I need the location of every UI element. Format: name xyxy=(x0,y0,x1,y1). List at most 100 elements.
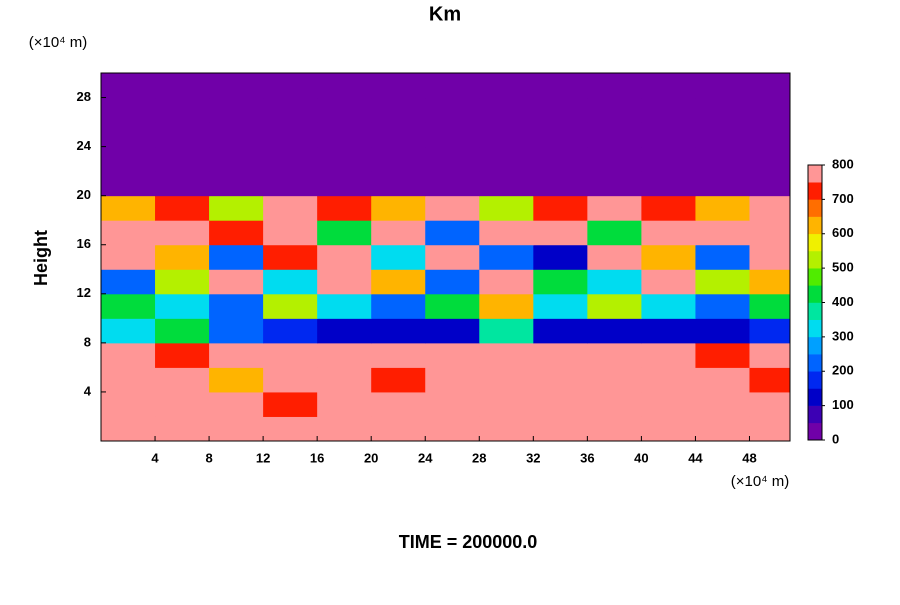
cell xyxy=(641,342,696,368)
cell xyxy=(371,391,426,417)
cell xyxy=(155,122,210,148)
x-tick-label: 28 xyxy=(472,450,486,465)
cell xyxy=(695,391,750,417)
cell xyxy=(695,171,750,197)
footer: TIME = 200000.0 xyxy=(399,532,538,552)
cell xyxy=(263,220,318,246)
chart-title: Km xyxy=(429,3,461,25)
cell xyxy=(425,73,480,99)
cell xyxy=(317,146,372,172)
cell xyxy=(587,97,642,123)
cell xyxy=(155,73,210,99)
cell xyxy=(425,146,480,172)
cell xyxy=(587,122,642,148)
cell xyxy=(479,244,534,270)
cell xyxy=(479,367,534,393)
colorbar-swatch xyxy=(808,371,822,389)
cell xyxy=(263,269,318,295)
cell xyxy=(317,318,372,344)
cell xyxy=(263,146,318,172)
cell xyxy=(695,73,750,99)
cell xyxy=(533,220,588,246)
cell xyxy=(587,293,642,319)
colorbar-swatch xyxy=(808,405,822,424)
cell xyxy=(371,220,426,246)
cell xyxy=(317,195,372,221)
cell xyxy=(695,97,750,123)
cell xyxy=(101,342,156,368)
cell xyxy=(479,342,534,368)
cell xyxy=(155,220,210,246)
cell xyxy=(479,318,534,344)
cell xyxy=(533,244,588,270)
cell xyxy=(749,171,791,197)
cell xyxy=(587,244,642,270)
cell xyxy=(533,416,588,442)
cell xyxy=(533,318,588,344)
colorbar-swatch xyxy=(808,182,822,200)
cell xyxy=(695,318,750,344)
y-tick-label: 20 xyxy=(77,187,91,202)
cell xyxy=(155,342,210,368)
cell xyxy=(209,391,264,417)
cell xyxy=(533,342,588,368)
cell xyxy=(371,342,426,368)
cell xyxy=(641,97,696,123)
cell xyxy=(371,73,426,99)
cell xyxy=(101,318,156,344)
cell xyxy=(371,122,426,148)
colorbar-swatch xyxy=(808,165,822,183)
cell xyxy=(479,416,534,442)
colorbar-swatch xyxy=(808,285,822,303)
cell xyxy=(749,367,791,393)
cell xyxy=(209,97,264,123)
cell xyxy=(425,171,480,197)
cell xyxy=(749,342,791,368)
cell xyxy=(587,318,642,344)
cell xyxy=(425,269,480,295)
cell xyxy=(371,269,426,295)
cell xyxy=(209,171,264,197)
cell xyxy=(209,122,264,148)
cell xyxy=(749,220,791,246)
cell xyxy=(371,416,426,442)
cell xyxy=(749,391,791,417)
cell xyxy=(101,171,156,197)
cell xyxy=(641,146,696,172)
cell xyxy=(587,342,642,368)
cell xyxy=(155,318,210,344)
cell xyxy=(587,269,642,295)
cell xyxy=(209,342,264,368)
colorbar-swatch xyxy=(808,233,822,252)
cell xyxy=(749,244,791,270)
cell xyxy=(263,244,318,270)
cell xyxy=(101,220,156,246)
cell xyxy=(641,195,696,221)
cell xyxy=(641,171,696,197)
y-unit: (×10⁴ m) xyxy=(29,34,88,51)
y-tick-label: 12 xyxy=(77,285,91,300)
y-tick-label: 16 xyxy=(77,236,91,251)
plot-frame xyxy=(100,72,791,442)
cell xyxy=(533,146,588,172)
cell xyxy=(317,97,372,123)
cell xyxy=(641,293,696,319)
cell xyxy=(317,342,372,368)
cell xyxy=(101,97,156,123)
cell xyxy=(533,367,588,393)
cell xyxy=(263,367,318,393)
cell xyxy=(749,97,791,123)
cell xyxy=(371,146,426,172)
cell xyxy=(641,391,696,417)
cell xyxy=(695,293,750,319)
cell xyxy=(101,416,156,442)
colorbar-tick-label: 400 xyxy=(832,294,854,309)
cell xyxy=(209,293,264,319)
cell xyxy=(101,244,156,270)
x-tick-label: 48 xyxy=(742,450,756,465)
cell xyxy=(263,73,318,99)
colorbar-tick-label: 500 xyxy=(832,260,854,275)
cell xyxy=(587,416,642,442)
cell xyxy=(209,269,264,295)
